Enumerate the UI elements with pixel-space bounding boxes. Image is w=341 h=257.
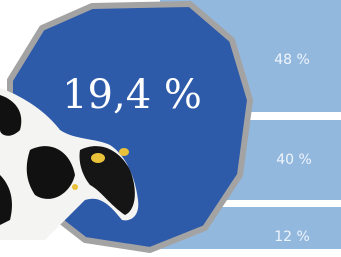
- segment-label: 48 %: [274, 52, 310, 68]
- segment-label: 12 %: [274, 229, 310, 245]
- page: {"headline": "19,4 %", "segments": [{"la…: [0, 0, 341, 257]
- infographic: 19,4 % 48 % 40 % 12 %: [0, 0, 341, 257]
- headline: 19,4 %: [62, 72, 202, 118]
- segment-label: 40 %: [276, 152, 312, 168]
